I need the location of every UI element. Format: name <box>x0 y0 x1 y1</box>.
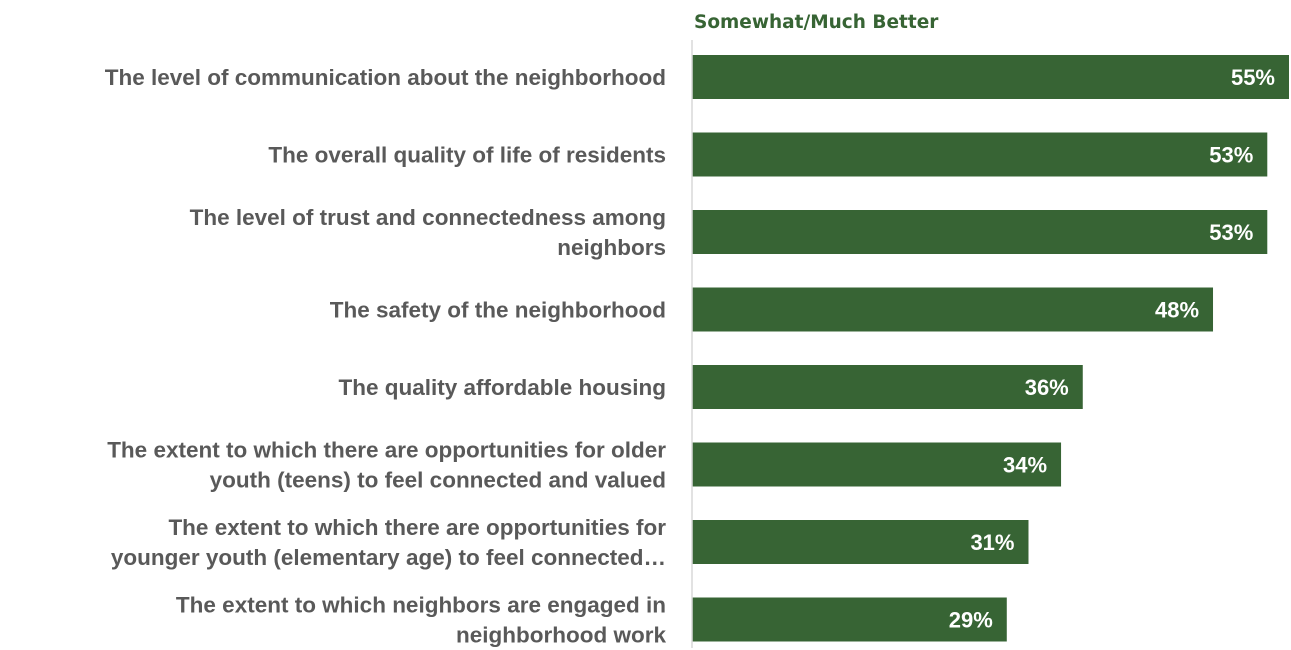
category-labels-group: The level of communication about the nei… <box>105 65 667 648</box>
category-label-8-line-1: The extent to which neighbors are engage… <box>176 593 666 618</box>
value-label-7: 31% <box>970 530 1014 555</box>
category-label-3-line-1: The level of trust and connectedness amo… <box>190 205 666 230</box>
bar-7 <box>692 520 1029 564</box>
value-label-8: 29% <box>949 608 993 633</box>
value-label-1: 55% <box>1231 65 1275 90</box>
bar-1 <box>692 55 1289 99</box>
category-label-7-line-1: The extent to which there are opportunit… <box>168 515 666 540</box>
category-label-7-line-2: younger youth (elementary age) to feel c… <box>111 545 666 570</box>
bar-4 <box>692 287 1214 332</box>
value-label-3: 53% <box>1209 220 1253 245</box>
value-label-6: 34% <box>1003 453 1047 478</box>
category-label-1-line-1: The level of communication about the nei… <box>105 65 666 90</box>
category-label-4-line-1: The safety of the neighborhood <box>330 298 666 323</box>
bar-6 <box>692 442 1062 487</box>
category-label-6-line-2: youth (teens) to feel connected and valu… <box>210 468 666 493</box>
category-label-6-line-1: The extent to which there are opportunit… <box>107 438 666 463</box>
category-label-3-line-2: neighbors <box>557 235 666 260</box>
value-label-4: 48% <box>1155 298 1199 323</box>
value-label-5: 36% <box>1025 375 1069 400</box>
value-labels-group: 55% 53% 53% 48% 36% 34% 31% 29% <box>949 65 1275 633</box>
bar-5 <box>692 365 1083 409</box>
bar-2 <box>692 132 1268 177</box>
category-label-8-line-2: neighborhood work <box>456 623 666 648</box>
bar-3 <box>692 210 1268 254</box>
value-label-2: 53% <box>1209 143 1253 168</box>
series-header: Somewhat/Much Better <box>694 12 939 33</box>
category-label-2-line-1: The overall quality of life of residents <box>268 143 666 168</box>
bars-group <box>692 55 1289 642</box>
bar-8 <box>692 597 1007 642</box>
category-label-5-line-1: The quality affordable housing <box>338 375 666 400</box>
